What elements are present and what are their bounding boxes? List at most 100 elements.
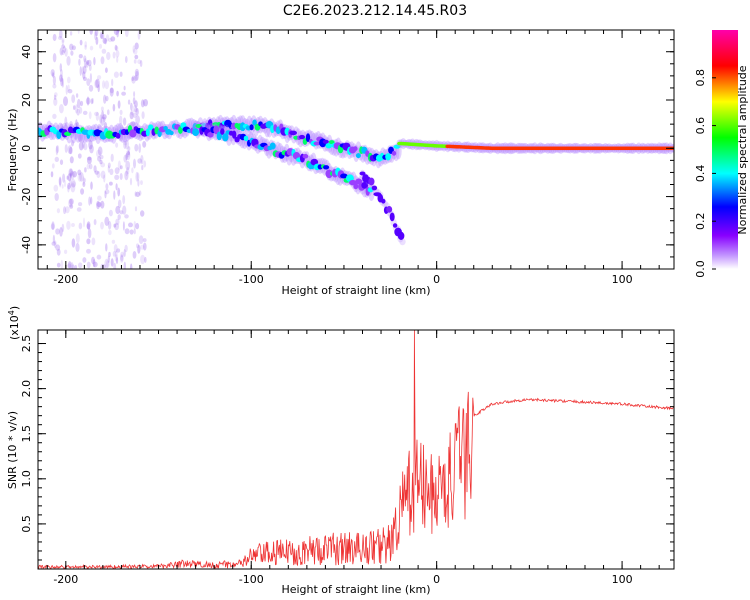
noise-blob: [142, 238, 147, 243]
noise-blob: [97, 75, 102, 80]
noise-blob: [102, 80, 106, 89]
noise-blob: [89, 30, 93, 35]
noise-blob: [141, 111, 145, 119]
noise-blob: [100, 170, 106, 179]
noise-blob: [82, 140, 85, 149]
noise-blob: [134, 42, 139, 50]
noise-blob: [131, 76, 134, 81]
noise-blob: [93, 57, 96, 66]
noise-blob: [131, 167, 134, 174]
noise-blob: [52, 75, 57, 85]
band-cell: [355, 153, 361, 159]
noise-blob: [143, 160, 147, 168]
band-cell: [323, 165, 330, 170]
noise-blob: [63, 206, 67, 215]
noise-blob: [86, 96, 90, 106]
band-cell: [305, 133, 311, 143]
noise-blob: [134, 191, 137, 197]
band-cell: [393, 144, 401, 149]
noise-blob: [127, 99, 131, 105]
snr-frame: [37, 329, 675, 570]
noise-blob: [51, 221, 55, 230]
y-tick-label: 20: [20, 93, 33, 107]
x-tick-label: -100: [239, 273, 264, 286]
noise-blob: [100, 33, 105, 40]
noise-blob: [92, 261, 98, 268]
noise-blob: [123, 154, 128, 163]
noise-blob: [125, 169, 128, 177]
noise-blob: [111, 239, 116, 244]
band-cell: [269, 142, 276, 150]
noise-blob: [125, 153, 128, 161]
noise-blob: [87, 156, 92, 161]
noise-blob: [113, 244, 118, 253]
y-tick-label: 1.0: [20, 470, 33, 488]
noise-blob: [58, 36, 63, 40]
noise-blob: [85, 97, 91, 105]
noise-blob: [51, 241, 56, 246]
noise-blob: [58, 176, 62, 186]
noise-blob: [142, 141, 147, 148]
noise-blob: [72, 171, 77, 178]
noise-blob: [67, 261, 72, 269]
noise-blob: [133, 91, 136, 98]
noise-blob: [104, 190, 107, 199]
noise-blob: [138, 190, 142, 196]
noise-blob: [70, 183, 76, 193]
snr-x-label: Height of straight line (km): [281, 583, 430, 596]
noise-blob: [86, 163, 90, 170]
noise-blob: [112, 103, 116, 112]
noise-blob: [102, 114, 107, 120]
noise-blob: [77, 172, 83, 182]
noise-blob: [104, 80, 110, 90]
noise-blob: [86, 78, 91, 86]
noise-blob: [123, 141, 128, 146]
noise-blob: [63, 179, 67, 188]
noise-blob: [60, 77, 63, 87]
noise-blob: [105, 183, 109, 190]
noise-blob: [124, 30, 129, 38]
noise-blob: [119, 115, 123, 125]
noise-blob: [100, 162, 106, 168]
noise-blob: [132, 112, 137, 118]
y-tick-label: 2.0: [20, 380, 33, 398]
noise-blob: [87, 228, 92, 239]
spectrogram-frame: [37, 29, 675, 270]
band-cell: [313, 141, 321, 146]
noise-blob: [107, 162, 111, 169]
noise-blob: [90, 196, 93, 205]
snr-y-label: SNR (10 * v/v): [6, 411, 19, 489]
noise-blob: [105, 67, 108, 73]
noise-blob: [113, 262, 117, 269]
noise-blob: [115, 50, 120, 58]
noise-blob: [140, 254, 146, 265]
noise-blob: [119, 109, 123, 116]
y-tick-label: 2.5: [20, 335, 33, 353]
noise-blob: [135, 115, 141, 125]
noise-blob: [71, 223, 75, 227]
snr-marks: [38, 330, 674, 569]
noise-blob: [103, 94, 107, 104]
y-tick-label: 0.5: [20, 515, 33, 533]
noise-blob: [86, 248, 91, 254]
band-cell: [195, 124, 202, 128]
noise-blob: [102, 37, 107, 44]
noise-blob: [108, 251, 111, 258]
noise-blob: [55, 145, 59, 156]
band-cell: [392, 223, 398, 228]
noise-blob: [122, 195, 126, 205]
snr-panel: -200 -100 0 100 0.5 1.0 1.5 2.0 2.5 Height of st…: [6, 306, 675, 596]
noise-blob: [86, 60, 90, 65]
noise-blob: [70, 262, 74, 269]
noise-blob: [64, 48, 68, 57]
noise-blob: [125, 160, 131, 171]
noise-blob: [141, 165, 144, 171]
noise-blob: [82, 176, 85, 185]
noise-blob: [80, 188, 85, 195]
band-cell: [163, 126, 168, 131]
noise-blob: [96, 200, 100, 210]
noise-blob: [111, 78, 114, 87]
y-tick-label: -20: [20, 188, 33, 206]
noise-blob: [140, 154, 144, 165]
noise-blob: [56, 248, 61, 256]
